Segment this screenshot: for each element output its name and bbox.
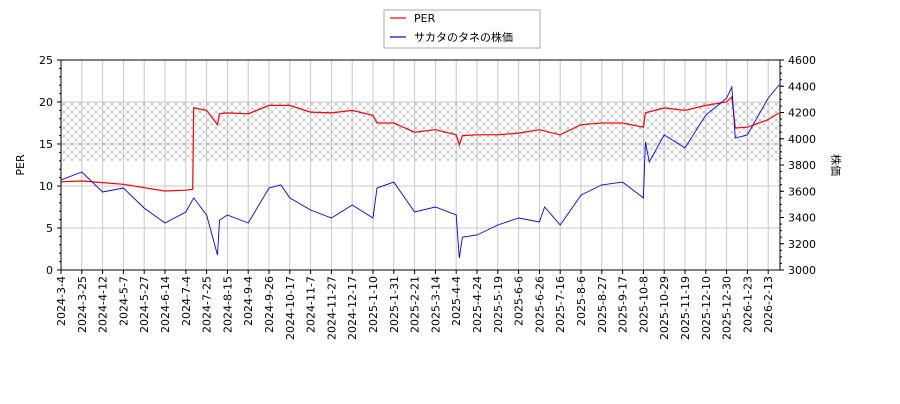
x-tick-label: 2025-1-31: [388, 276, 401, 333]
y-tick-label-left: 15: [39, 138, 53, 151]
x-tick-label: 2024-11-27: [325, 276, 338, 340]
x-tick-label: 2024-4-12: [97, 276, 110, 333]
axes: 2024-3-4 2024-3-25 2024-4-12 2024-5-7 2024-5…: [39, 54, 816, 340]
per-line: [61, 95, 780, 192]
x-tick-label: 2025-4-4: [450, 276, 463, 326]
x-tick-label: 2025-12-10: [700, 276, 713, 340]
x-tick-label: 2024-5-27: [138, 276, 151, 333]
y-tick-label-left: 10: [39, 180, 53, 193]
x-tick-label: 2025-4-24: [471, 276, 484, 333]
y-tick-label-left: 25: [39, 54, 53, 67]
x-tick-label: 2024-3-25: [76, 276, 89, 333]
x-tick-label: 2024-11-7: [305, 276, 318, 333]
series-lines: [61, 84, 780, 259]
x-tick-label: 2024-9-4: [242, 276, 255, 326]
legend: PER サカタのタネの株価: [383, 9, 541, 49]
x-tick-label: 2024-12-17: [346, 276, 359, 340]
y-axis-label-left: PER: [14, 154, 27, 176]
x-tick-label: 2025-6-6: [513, 276, 526, 326]
legend-label-price: サカタのタネの株価: [414, 30, 513, 44]
y-tick-label-left: 20: [39, 96, 53, 109]
x-tick-label: 2025-3-14: [429, 276, 442, 333]
x-tick-label: 2026-1-23: [741, 276, 754, 333]
y-tick-label-right: 3400: [788, 212, 816, 225]
x-tick-label: 2025-6-26: [533, 276, 546, 333]
x-tick-label: 2025-2-21: [409, 276, 422, 333]
y-tick-label-right: 4400: [788, 80, 816, 93]
x-tick-label: 2025-5-19: [492, 276, 505, 333]
x-tick-label: 2025-1-10: [367, 276, 380, 333]
x-tick-label: 2025-8-27: [596, 276, 609, 333]
x-tick-label: 2025-12-30: [721, 276, 734, 340]
y-tick-label-right: 4200: [788, 107, 816, 120]
x-tick-label: 2024-9-26: [263, 276, 276, 333]
x-tick-label: 2025-10-8: [637, 276, 650, 333]
x-tick-label: 2024-3-4: [55, 276, 68, 326]
x-tick-label: 2025-11-19: [679, 276, 692, 340]
x-tick-label: 2024-7-25: [201, 276, 214, 333]
x-tick-label: 2025-7-16: [554, 276, 567, 333]
y-tick-label-left: 0: [46, 264, 53, 277]
y-tick-label-right: 3800: [788, 159, 816, 172]
plot-frame: [60, 59, 781, 271]
x-tick-label: 2025-10-29: [658, 276, 671, 340]
y-tick-label-right: 3000: [788, 264, 816, 277]
y-tick-label-right: 3200: [788, 238, 816, 251]
y-tick-label-right: 4000: [788, 133, 816, 146]
y-axis-label-right: 株価: [829, 154, 843, 176]
x-tick-label: 2024-5-7: [117, 276, 130, 326]
x-tick-label: 2025-9-17: [617, 276, 630, 333]
x-tick-label: 2024-10-17: [284, 276, 297, 340]
y-tick-label-left: 5: [46, 222, 53, 235]
y-tick-label-right: 3600: [788, 185, 816, 198]
x-tick-label: 2024-7-4: [180, 276, 193, 326]
x-tick-label: 2024-6-14: [159, 276, 172, 333]
stock-price-line: [61, 84, 780, 259]
x-tick-label: 2024-8-15: [221, 276, 234, 333]
legend-label-per: PER: [414, 12, 436, 25]
x-tick-label: 2025-8-6: [575, 276, 588, 326]
y-tick-label-right: 4600: [788, 54, 816, 67]
grid: [60, 60, 780, 270]
x-tick-label: 2026-2-13: [762, 276, 775, 333]
